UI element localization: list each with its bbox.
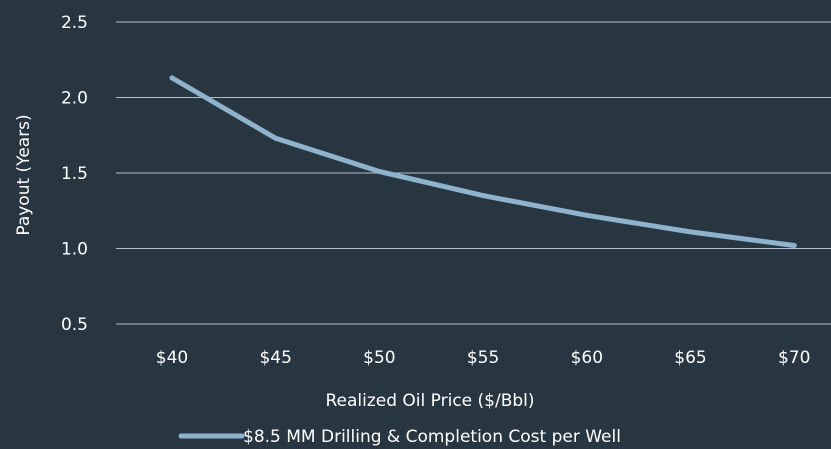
y-tick-label: 1.0 (61, 240, 88, 260)
y-axis-title: Payout (Years) (14, 114, 34, 235)
y-tick-labels: 0.5 1.0 1.5 2.0 2.5 (61, 13, 88, 335)
data-point (791, 242, 797, 248)
legend: $8.5 MM Drilling & Completion Cost per W… (178, 427, 621, 447)
x-tick-label: $50 (363, 348, 395, 368)
y-tick-label: 0.5 (61, 315, 88, 335)
x-axis-title: Realized Oil Price ($/Bbl) (325, 391, 534, 411)
x-tick-label: $45 (259, 348, 291, 368)
gridlines (116, 21, 831, 325)
series-lines (169, 75, 797, 248)
legend-label: $8.5 MM Drilling & Completion Cost per W… (243, 427, 621, 447)
data-point (688, 229, 693, 235)
data-point (584, 212, 590, 218)
y-tick-label: 2.5 (61, 13, 88, 33)
x-tick-label: $55 (467, 348, 499, 368)
x-tick-label: $65 (674, 348, 706, 368)
x-tick-labels: $40 $45 $50 $55 $60 $65 $70 (156, 348, 811, 368)
data-point (376, 168, 382, 174)
data-point (273, 135, 279, 141)
data-point (169, 75, 175, 81)
x-tick-label: $60 (571, 348, 603, 368)
x-tick-label: $40 (156, 348, 188, 368)
x-tick-label: $70 (778, 348, 810, 368)
y-tick-label: 1.5 (61, 164, 88, 184)
y-tick-label: 2.0 (61, 89, 88, 109)
series-line (169, 75, 797, 248)
data-point (480, 193, 486, 199)
